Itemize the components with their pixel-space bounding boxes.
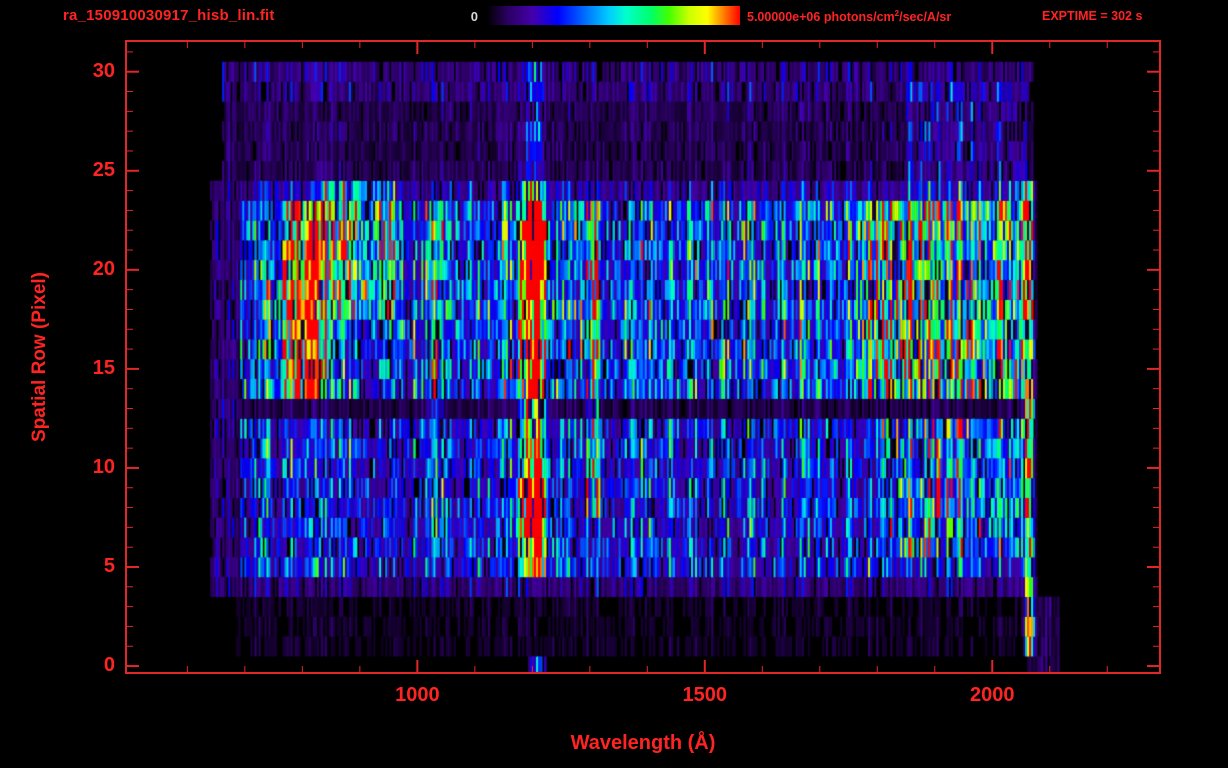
colorbar-max-label: 5.00000e+06 photons/cm2/sec/A/sr	[747, 9, 951, 24]
y-tick-label: 25	[92, 158, 115, 181]
y-tick-label: 5	[103, 555, 115, 578]
y-tick-label: 15	[92, 356, 115, 379]
y-tick-label: 20	[92, 257, 115, 280]
y-axis-title: Spatial Row (Pixel)	[29, 272, 50, 442]
y-tick-label: 0	[103, 654, 115, 677]
x-tick-label: 1500	[682, 684, 728, 706]
x-tick-label: 1000	[395, 684, 440, 706]
y-tick-label: 10	[92, 455, 115, 478]
exptime-label: EXPTIME = 302 s	[1042, 9, 1143, 23]
y-tick-label: 30	[92, 59, 115, 82]
x-axis-title: Wavelength (Å)	[570, 732, 716, 754]
plot-title: ra_150910030917_hisb_lin.fit	[63, 7, 275, 24]
colorbar-min-label: 0	[470, 9, 478, 24]
colorbar-max-text: 5.00000e+06 photons/cm	[747, 10, 895, 25]
colorbar	[487, 6, 740, 25]
x-tick-label: 2000	[970, 684, 1015, 706]
heatmap-canvas	[127, 42, 1159, 672]
colorbar-max-superscript: 2	[894, 9, 900, 18]
colorbar-max-units: /sec/A/sr	[899, 10, 952, 25]
